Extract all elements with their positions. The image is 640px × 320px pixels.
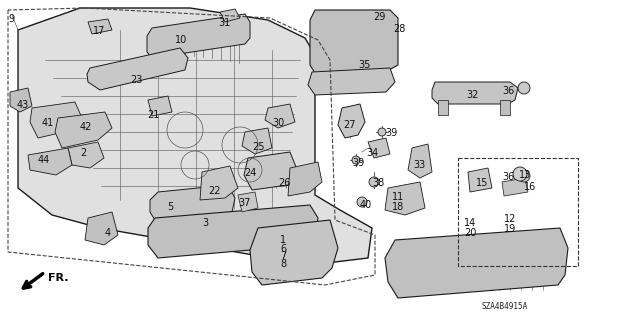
Text: 40: 40 bbox=[360, 200, 372, 210]
Text: 31: 31 bbox=[218, 18, 230, 28]
Polygon shape bbox=[238, 192, 258, 212]
Text: 24: 24 bbox=[244, 168, 257, 178]
Text: 39: 39 bbox=[385, 128, 397, 138]
Text: 6: 6 bbox=[280, 244, 286, 254]
Text: 35: 35 bbox=[358, 60, 371, 70]
Text: 7: 7 bbox=[280, 251, 286, 261]
Polygon shape bbox=[85, 212, 118, 245]
Text: 38: 38 bbox=[372, 178, 384, 188]
Text: 10: 10 bbox=[175, 35, 188, 45]
Polygon shape bbox=[88, 19, 112, 34]
Circle shape bbox=[357, 197, 367, 207]
Text: 28: 28 bbox=[393, 24, 405, 34]
Polygon shape bbox=[468, 168, 492, 192]
Polygon shape bbox=[28, 148, 72, 175]
Polygon shape bbox=[200, 166, 238, 200]
Polygon shape bbox=[385, 182, 425, 215]
Bar bbox=[458, 158, 578, 266]
Polygon shape bbox=[150, 185, 235, 225]
Text: 36: 36 bbox=[502, 86, 515, 96]
Text: 32: 32 bbox=[466, 90, 478, 100]
Circle shape bbox=[352, 156, 360, 164]
Text: 27: 27 bbox=[343, 120, 355, 130]
Text: 12: 12 bbox=[504, 214, 516, 224]
Polygon shape bbox=[30, 102, 82, 138]
Text: 22: 22 bbox=[208, 186, 221, 196]
Polygon shape bbox=[244, 152, 298, 190]
Polygon shape bbox=[147, 14, 250, 58]
Polygon shape bbox=[265, 104, 295, 128]
Text: 39: 39 bbox=[352, 158, 364, 168]
Polygon shape bbox=[308, 68, 395, 95]
Text: 30: 30 bbox=[272, 118, 284, 128]
Polygon shape bbox=[148, 96, 172, 116]
Text: 16: 16 bbox=[524, 182, 536, 192]
Text: SZA4B4915A: SZA4B4915A bbox=[482, 302, 528, 311]
Text: 13: 13 bbox=[519, 170, 531, 180]
Circle shape bbox=[518, 170, 530, 182]
Text: 9: 9 bbox=[8, 14, 14, 24]
Polygon shape bbox=[242, 128, 272, 154]
Polygon shape bbox=[18, 8, 372, 265]
Polygon shape bbox=[432, 82, 518, 104]
Text: 14: 14 bbox=[464, 218, 476, 228]
Circle shape bbox=[513, 167, 527, 181]
Polygon shape bbox=[500, 100, 510, 115]
Text: 17: 17 bbox=[93, 26, 106, 36]
Text: 11: 11 bbox=[392, 192, 404, 202]
Polygon shape bbox=[502, 178, 528, 196]
Polygon shape bbox=[368, 138, 390, 158]
Text: 5: 5 bbox=[167, 202, 173, 212]
Polygon shape bbox=[288, 162, 322, 196]
Polygon shape bbox=[87, 48, 188, 90]
Text: 18: 18 bbox=[392, 202, 404, 212]
Text: 26: 26 bbox=[278, 178, 291, 188]
Polygon shape bbox=[338, 104, 365, 138]
Text: 20: 20 bbox=[464, 228, 476, 238]
Polygon shape bbox=[408, 144, 432, 178]
Polygon shape bbox=[438, 100, 448, 115]
Polygon shape bbox=[68, 142, 104, 168]
Text: 36: 36 bbox=[502, 172, 515, 182]
Polygon shape bbox=[385, 228, 568, 298]
Text: 2: 2 bbox=[80, 148, 86, 158]
Text: 23: 23 bbox=[130, 75, 142, 85]
Polygon shape bbox=[55, 112, 112, 148]
Text: 1: 1 bbox=[280, 235, 286, 245]
Text: 34: 34 bbox=[366, 148, 378, 158]
Text: 8: 8 bbox=[280, 259, 286, 269]
Circle shape bbox=[369, 177, 379, 187]
Text: 44: 44 bbox=[38, 155, 51, 165]
Polygon shape bbox=[250, 220, 338, 285]
Text: 25: 25 bbox=[252, 142, 264, 152]
Polygon shape bbox=[10, 88, 32, 112]
Circle shape bbox=[378, 128, 386, 136]
Text: 37: 37 bbox=[238, 198, 250, 208]
Text: 43: 43 bbox=[17, 100, 29, 110]
Polygon shape bbox=[220, 9, 240, 22]
Text: 33: 33 bbox=[413, 160, 425, 170]
Polygon shape bbox=[148, 205, 318, 258]
Text: 41: 41 bbox=[42, 118, 54, 128]
Text: 3: 3 bbox=[202, 218, 208, 228]
Polygon shape bbox=[310, 10, 398, 78]
Text: 21: 21 bbox=[147, 110, 159, 120]
Text: 4: 4 bbox=[105, 228, 111, 238]
Text: 15: 15 bbox=[476, 178, 488, 188]
Circle shape bbox=[518, 82, 530, 94]
Text: FR.: FR. bbox=[48, 273, 68, 283]
Text: 29: 29 bbox=[373, 12, 385, 22]
Text: 42: 42 bbox=[80, 122, 92, 132]
Text: 19: 19 bbox=[504, 224, 516, 234]
